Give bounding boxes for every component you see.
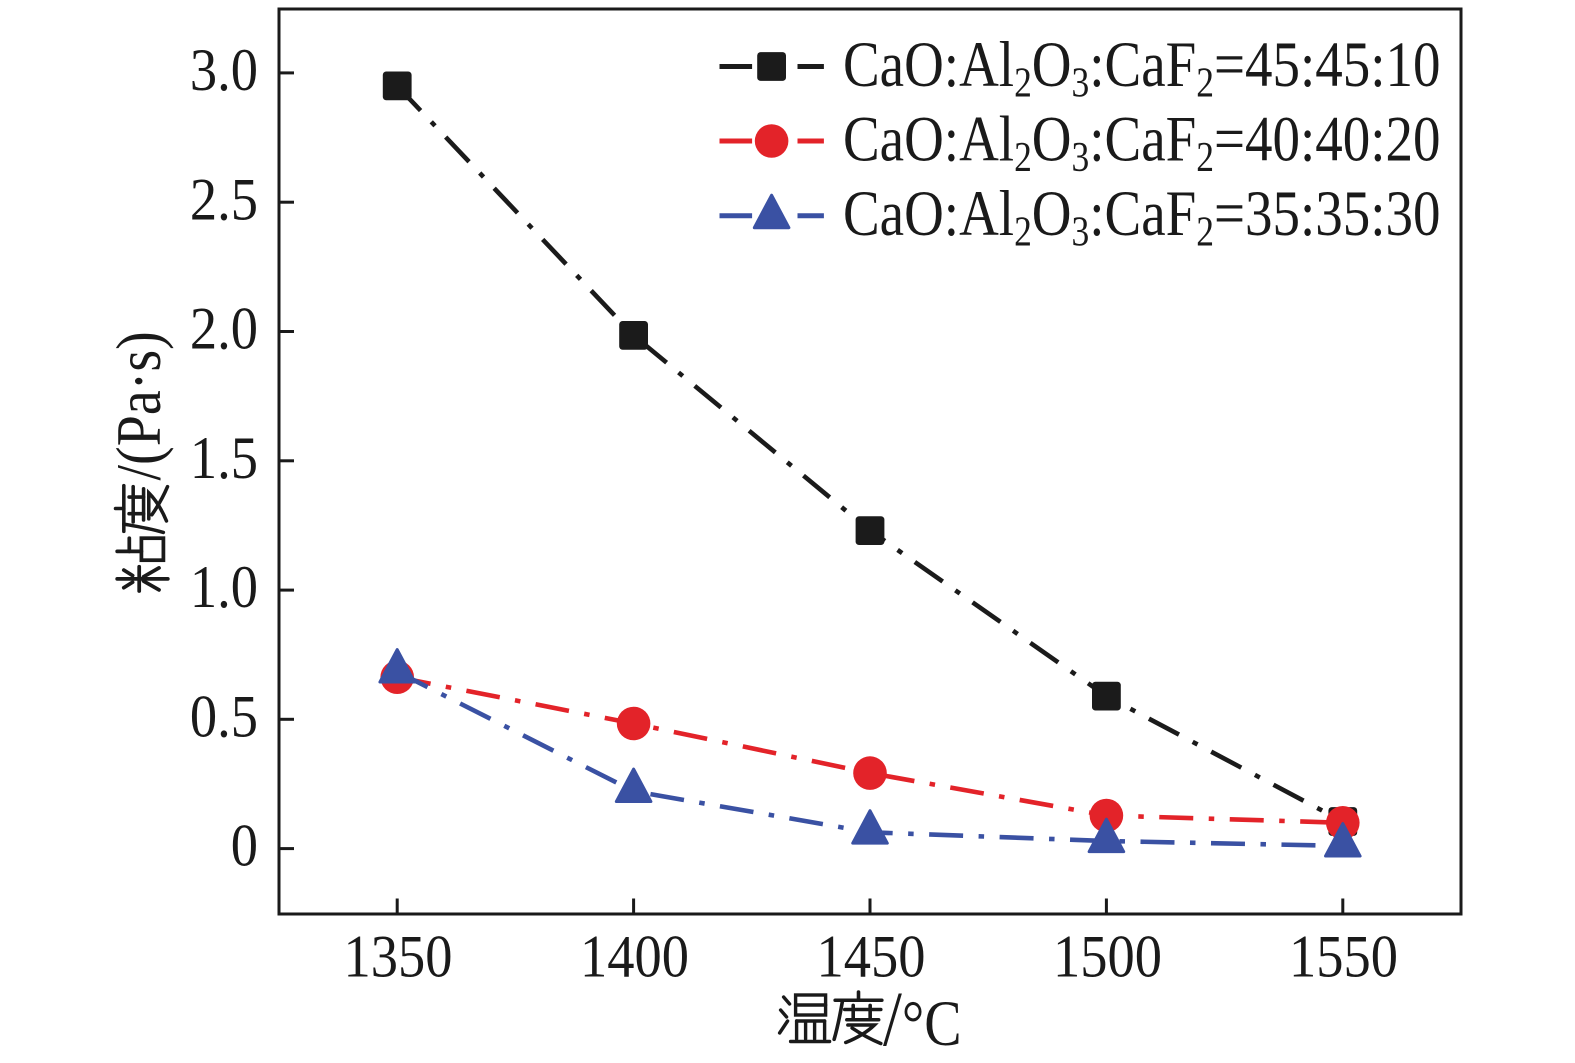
svg-text:1350: 1350 <box>344 924 453 990</box>
svg-text:1450: 1450 <box>817 924 926 990</box>
svg-text:CaO:Al2O3:CaF2=40:40:20: CaO:Al2O3:CaF2=40:40:20 <box>843 103 1440 181</box>
svg-text:3.0: 3.0 <box>190 38 258 104</box>
svg-text:1400: 1400 <box>580 924 689 990</box>
svg-text:CaO:Al2O3:CaF2=35:35:30: CaO:Al2O3:CaF2=35:35:30 <box>843 178 1440 256</box>
svg-text:1.5: 1.5 <box>190 426 258 492</box>
svg-text:/°C: /°C <box>883 974 962 1062</box>
svg-text:0.5: 0.5 <box>190 684 258 750</box>
svg-text:1550: 1550 <box>1289 924 1398 990</box>
svg-text:0: 0 <box>231 813 258 879</box>
svg-text:1.0: 1.0 <box>190 555 258 621</box>
svg-text:/(Pa·s): /(Pa·s) <box>103 331 174 480</box>
svg-text:2.5: 2.5 <box>190 167 258 233</box>
svg-text:2.0: 2.0 <box>190 296 258 362</box>
svg-text:1500: 1500 <box>1053 924 1162 990</box>
svg-text:CaO:Al2O3:CaF2=45:45:10: CaO:Al2O3:CaF2=45:45:10 <box>843 29 1440 107</box>
